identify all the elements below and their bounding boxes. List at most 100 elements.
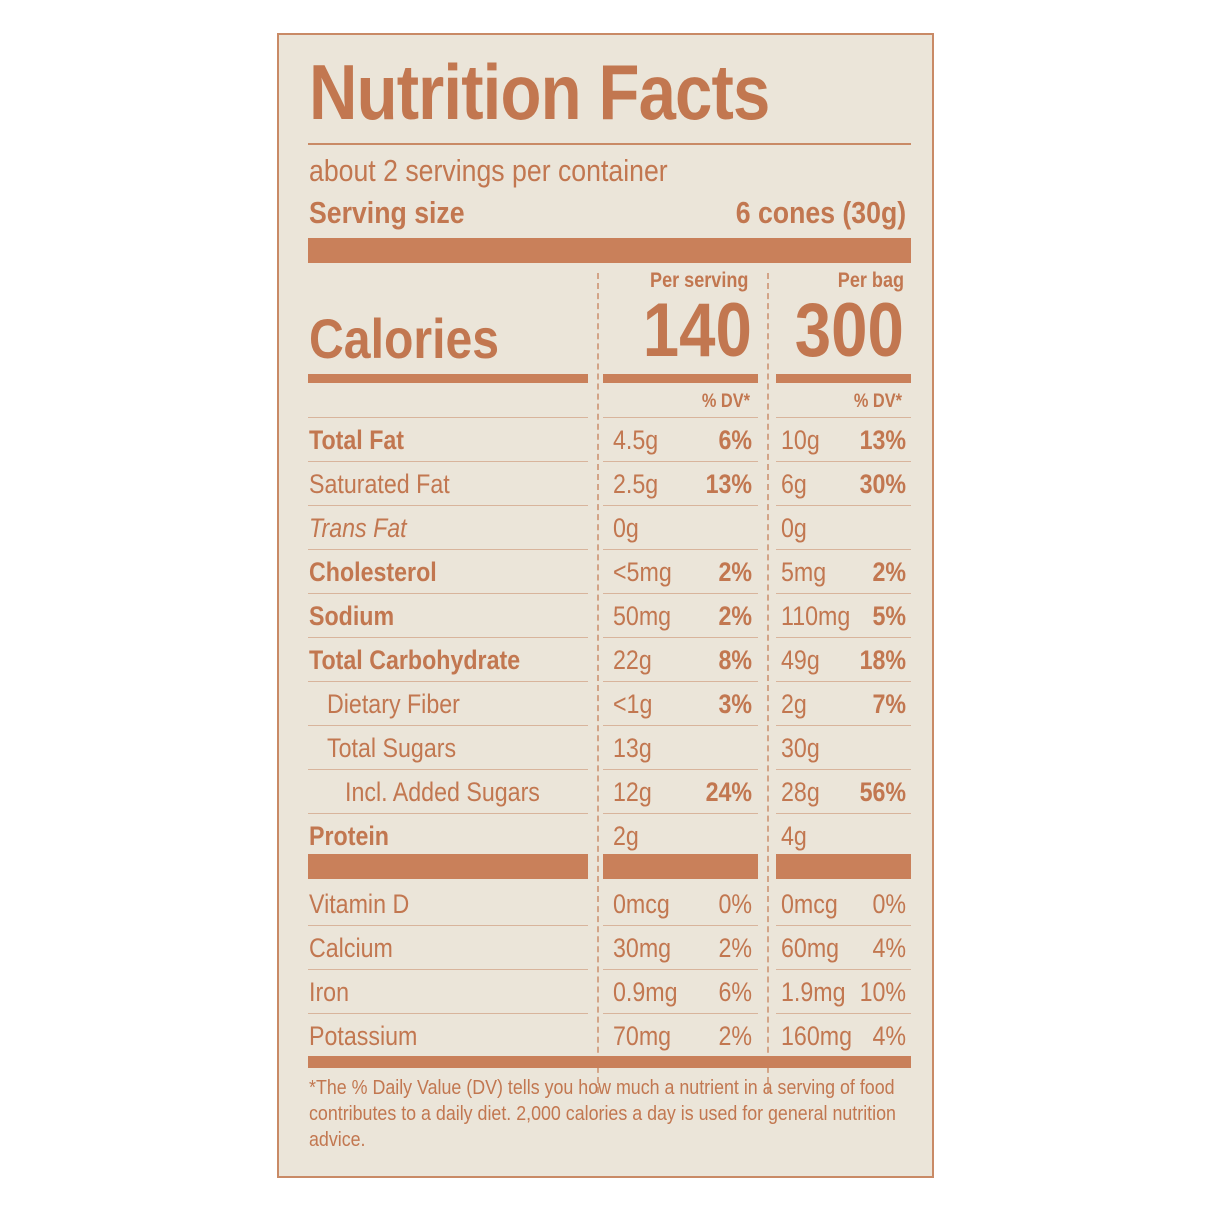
serving-dv: 2% <box>718 1021 752 1051</box>
serving-dv: 0% <box>718 889 752 919</box>
footnote: *The % Daily Value (DV) tells you how mu… <box>309 1076 896 1151</box>
nutrient-name: Protein <box>309 821 389 851</box>
serving-amount: 50mg <box>613 601 672 631</box>
row-divider <box>308 681 588 682</box>
row-divider <box>603 637 758 638</box>
row-divider <box>776 925 911 926</box>
row-divider <box>776 505 911 506</box>
row-divider <box>776 593 911 594</box>
bag-amount: 60mg <box>781 933 840 963</box>
row-divider <box>308 461 588 462</box>
nutrient-row: Total Carbohydrate 22g 8% 49g 18% <box>279 637 936 681</box>
serving-amount: 22g <box>613 645 652 675</box>
nutrient-name: Incl. Added Sugars <box>345 777 540 807</box>
serving-amount: 2g <box>613 821 639 851</box>
serving-amount: 0.9mg <box>613 977 678 1007</box>
servings-per-container: about 2 servings per container <box>309 153 668 188</box>
serving-amount: 30mg <box>613 933 672 963</box>
bag-amount: 110mg <box>781 601 851 631</box>
serving-amount: 0g <box>613 513 639 543</box>
row-divider <box>603 593 758 594</box>
row-divider <box>776 637 911 638</box>
vitamin-row: Iron 0.9mg 6% 1.9mg 10% <box>279 969 936 1013</box>
nutrient-row: Incl. Added Sugars 12g 24% 28g 56% <box>279 769 936 813</box>
row-divider <box>776 769 911 770</box>
bag-amount: 5mg <box>781 557 827 587</box>
calories-label: Calories <box>309 307 500 370</box>
nutrient-name: Total Sugars <box>327 733 457 763</box>
bag-dv: 4% <box>872 1021 906 1051</box>
row-divider <box>308 593 588 594</box>
nutrient-name: Iron <box>309 977 350 1007</box>
thick-divider <box>603 854 758 879</box>
nutrient-name: Saturated Fat <box>309 469 450 499</box>
serving-dv: 8% <box>718 645 752 675</box>
serving-dv: 2% <box>718 601 752 631</box>
bag-dv: 2% <box>872 557 906 587</box>
nutrient-name: Vitamin D <box>309 889 410 919</box>
row-divider <box>603 681 758 682</box>
bag-dv: 30% <box>859 469 906 499</box>
bag-dv: 18% <box>859 645 906 675</box>
serving-dv: 2% <box>718 933 752 963</box>
bag-amount: 6g <box>781 469 807 499</box>
calories-per-serving: 140 <box>642 288 752 373</box>
row-divider <box>308 1013 588 1014</box>
thick-divider <box>308 854 588 879</box>
bag-dv: 13% <box>859 425 906 455</box>
row-divider <box>603 1013 758 1014</box>
label-title: Nutrition Facts <box>309 48 770 136</box>
serving-size-label: Serving size <box>309 195 465 230</box>
nutrient-name: Calcium <box>309 933 393 963</box>
row-divider <box>776 813 911 814</box>
serving-amount: 2.5g <box>613 469 659 499</box>
row-divider <box>308 505 588 506</box>
nutrient-row: Cholesterol <5mg 2% 5mg 2% <box>279 549 936 593</box>
row-divider <box>603 549 758 550</box>
bag-dv: 0% <box>872 889 906 919</box>
bag-amount: 49g <box>781 645 820 675</box>
serving-amount: 70mg <box>613 1021 672 1051</box>
bag-dv: 56% <box>859 777 906 807</box>
serving-amount: 4.5g <box>613 425 659 455</box>
medium-divider <box>308 374 588 383</box>
per-serving-header: Per serving <box>649 269 748 292</box>
row-divider <box>308 925 588 926</box>
serving-size-value: 6 cones (30g) <box>735 195 906 230</box>
thick-divider <box>308 238 911 263</box>
bag-amount: 160mg <box>781 1021 853 1051</box>
serving-amount: <5mg <box>613 557 672 587</box>
row-divider <box>603 813 758 814</box>
dv-header-serving: % DV* <box>701 391 750 412</box>
per-bag-header: Per bag <box>837 269 904 292</box>
bag-amount: 0g <box>781 513 807 543</box>
row-divider <box>308 637 588 638</box>
bag-amount: 10g <box>781 425 820 455</box>
bag-amount: 0mcg <box>781 889 838 919</box>
nutrient-row: Protein 2g 4g <box>279 813 936 857</box>
nutrient-row: Sodium 50mg 2% 110mg 5% <box>279 593 936 637</box>
row-divider <box>603 769 758 770</box>
bag-dv: 4% <box>872 933 906 963</box>
divider <box>308 143 911 145</box>
dv-header-bag: % DV* <box>853 391 902 412</box>
serving-amount: 13g <box>613 733 652 763</box>
row-divider <box>308 725 588 726</box>
nutrient-row: Total Sugars 13g 30g <box>279 725 936 769</box>
nutrient-name: Cholesterol <box>309 557 437 587</box>
serving-dv: 13% <box>705 469 752 499</box>
nutrient-name: Total Fat <box>309 425 405 455</box>
nutrient-row: Total Fat 4.5g 6% 10g 13% <box>279 417 936 461</box>
serving-amount: <1g <box>613 689 653 719</box>
medium-divider <box>776 374 911 383</box>
bag-dv: 7% <box>872 689 906 719</box>
row-divider <box>603 725 758 726</box>
medium-divider <box>603 374 758 383</box>
row-divider <box>308 417 588 418</box>
row-divider <box>308 549 588 550</box>
bag-amount: 4g <box>781 821 807 851</box>
row-divider <box>308 969 588 970</box>
bag-dv: 10% <box>859 977 906 1007</box>
serving-dv: 24% <box>705 777 752 807</box>
serving-amount: 12g <box>613 777 652 807</box>
